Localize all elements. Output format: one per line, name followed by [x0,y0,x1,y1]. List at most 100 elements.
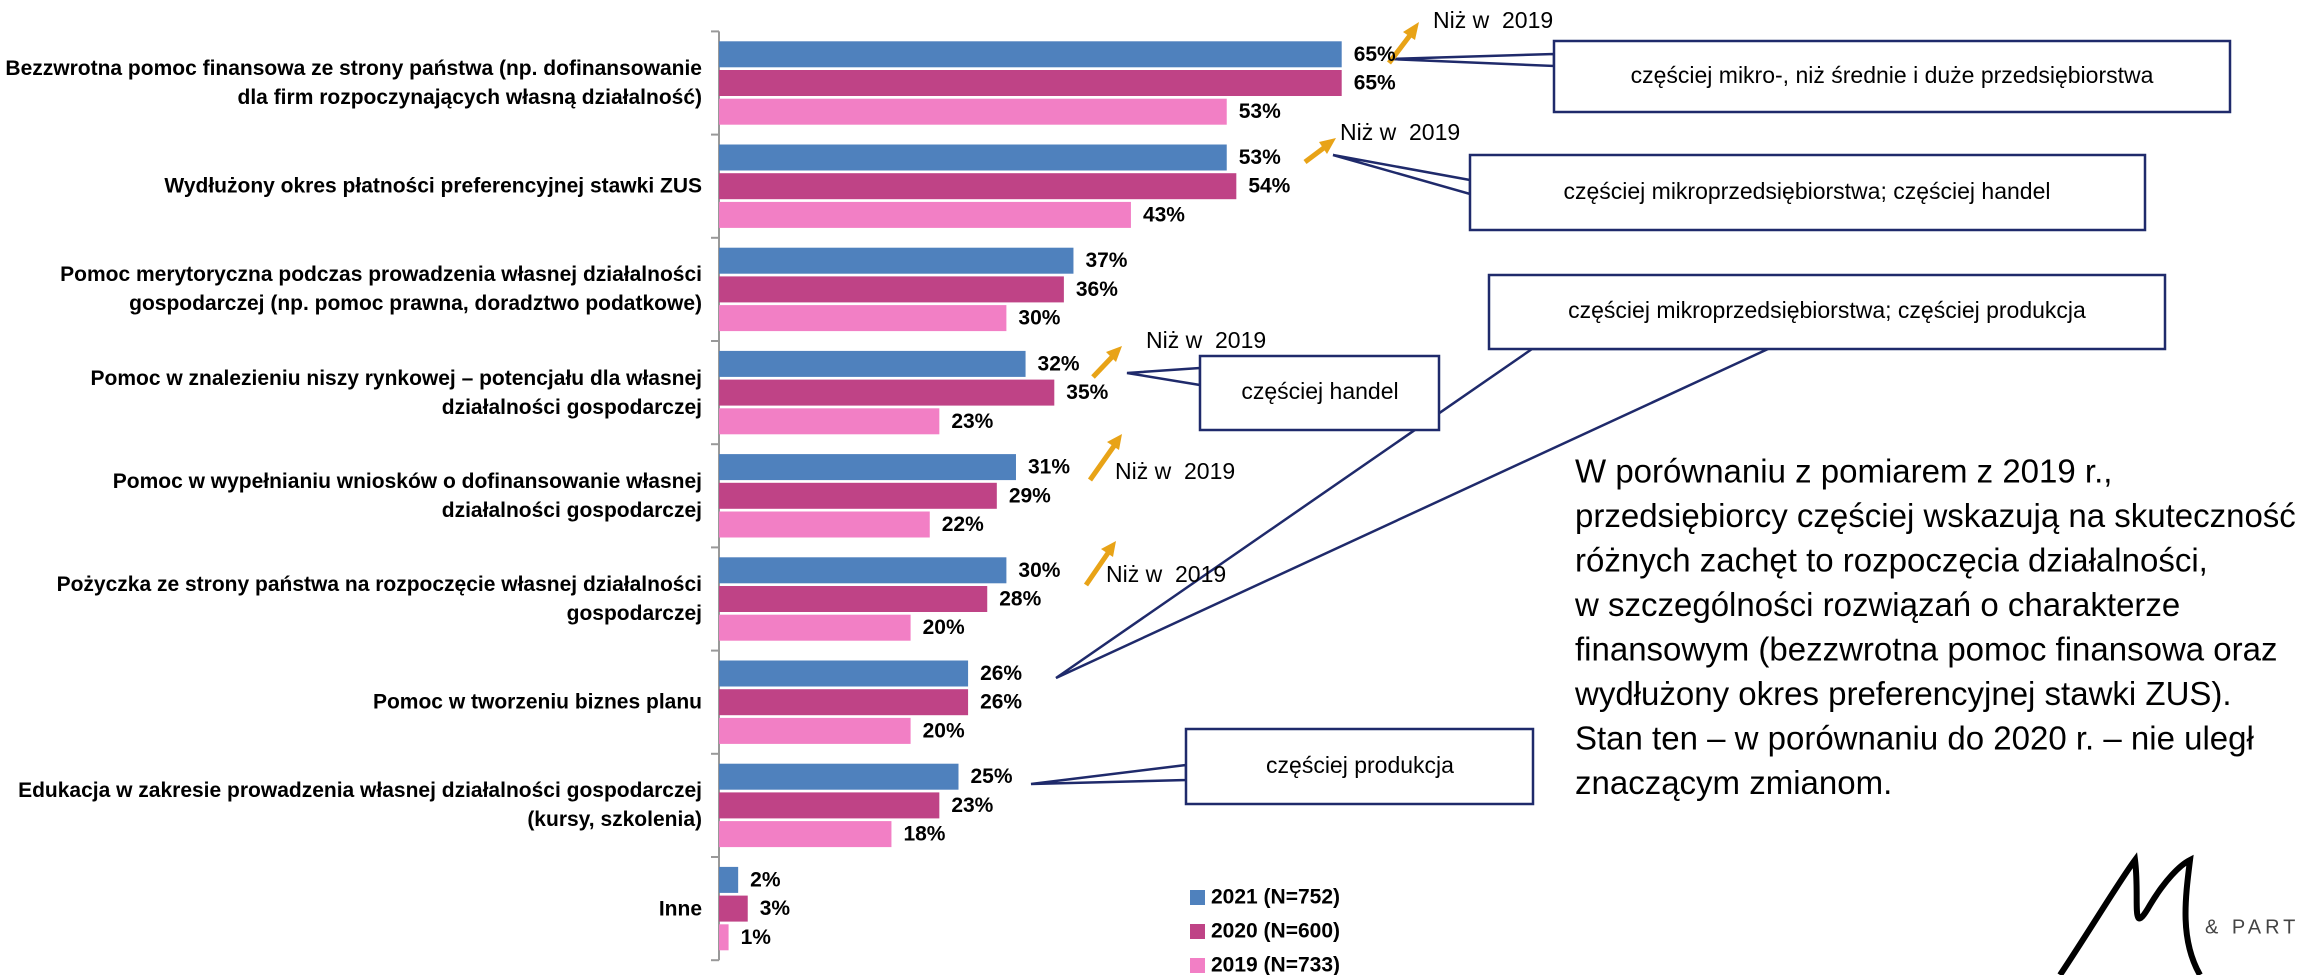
callout-box [1184,727,1535,806]
bar [719,247,1074,274]
value-label: 35% [1066,381,1108,404]
value-label: 23% [951,794,993,817]
legend-swatch [1190,958,1205,973]
bar [719,511,930,538]
callout-text: częściej produkcja [1266,752,1454,778]
trend-arrow [1087,444,1117,482]
legend-label: 2021 (N=752) [1211,886,1340,909]
category-label: Pomoc merytoryczna podczas prowadzenia w… [60,263,702,316]
value-label: 53% [1239,146,1281,169]
legend-label: 2020 (N=600) [1211,920,1340,943]
arrow-head [1101,541,1116,557]
value-label: 36% [1076,278,1118,301]
value-label: 31% [1028,456,1070,479]
value-label: 1% [741,926,772,949]
arrow-head [1107,434,1122,450]
trend-note: Niż w 2019 [1340,119,1460,145]
value-label: 22% [942,513,984,536]
bar [719,482,997,509]
callout-box [1468,153,2147,232]
callout-pointer [1388,52,1556,68]
value-label: 26% [980,662,1022,685]
value-label: 53% [1239,100,1281,123]
summary-line: znaczącym zmianom. [1575,764,1892,801]
callout-box [1487,273,2167,351]
callout-text: częściej handel [1241,378,1398,404]
value-label: 20% [923,719,965,742]
bar [719,454,1016,481]
bar [719,821,892,848]
value-label: 32% [1038,352,1080,375]
value-label: 20% [923,616,965,639]
callout-pointer [1030,763,1188,786]
arrow-head [1403,22,1419,40]
value-label: 18% [903,823,945,846]
value-label: 65% [1354,43,1396,66]
trend-note: Niż w 2019 [1433,7,1553,33]
category-label: Pomoc w znalezieniu niszy rynkowej – pot… [90,366,702,419]
bar [719,41,1342,68]
callout-pointer [1126,366,1202,387]
bar [719,717,911,744]
bar [719,408,940,435]
callout-pointer [1332,153,1472,196]
category-label: Bezzwrotna pomoc finansowa ze strony pań… [5,57,702,109]
bar [719,763,959,790]
bar [719,557,1007,584]
bar [719,689,969,716]
bar [719,924,729,951]
value-label: 37% [1085,249,1127,272]
callout-shapes [1030,39,2232,806]
bar [719,305,1007,332]
value-label: 28% [999,588,1041,611]
value-label: 25% [971,765,1013,788]
summary-line: wydłużony okres preferencyjnej stawki ZU… [1574,675,2232,712]
bar [719,586,988,612]
callout-box [1198,354,1441,432]
summary-line: finansowym (bezzwrotna pomoc finansowa o… [1575,631,2278,668]
category-label: Pożyczka ze strony państwa na rozpoczęci… [56,573,702,625]
value-label: 43% [1143,203,1185,226]
category-label: Wydłużony okres płatności preferencyjnej… [164,174,702,198]
legend-label: 2019 (N=733) [1211,954,1340,975]
bar [719,614,911,641]
value-label: 30% [1018,559,1060,582]
bar [719,895,748,922]
value-label: 30% [1018,307,1060,330]
logo-text: & PART [2205,916,2299,938]
callout-text: częściej mikroprzedsiębiorstwa; częściej… [1568,297,2086,323]
bar [719,70,1342,96]
category-label: Pomoc w wypełnianiu wniosków o dofinanso… [112,469,702,522]
summary-line: w szczególności rozwiązań o charakterze [1574,586,2180,623]
legend-swatch [1190,890,1205,905]
summary-line: przedsiębiorcy częściej wskazują na skut… [1575,497,2296,534]
summary-line: W porównaniu z pomiarem z 2019 r., [1575,453,2112,490]
value-label: 3% [760,897,791,920]
trend-arrow [1091,354,1115,379]
trend-note: Niż w 2019 [1115,458,1235,484]
bar [719,201,1131,228]
value-label: 65% [1354,72,1396,95]
category-label: Edukacja w zakresie prowadzenia własnej … [18,779,702,832]
category-label: Pomoc w tworzeniu biznes planu [372,690,702,714]
summary-line: Stan ten – w porównaniu do 2020 r. – nie… [1575,720,2254,757]
trend-arrow [1387,32,1413,65]
callout-box [1552,39,2232,114]
callout-text: częściej mikro-, niż średnie i duże prze… [1631,62,2154,88]
bar [719,98,1227,125]
trend-arrows [1083,22,1419,587]
bar [719,173,1237,200]
value-label: 29% [1009,484,1051,507]
bar [719,350,1026,377]
value-label: 54% [1248,175,1290,198]
value-label: 26% [980,691,1022,714]
value-label: 23% [951,410,993,433]
bar [719,379,1055,406]
logo-mark [2057,852,2203,975]
callout-text: częściej mikroprzedsiębiorstwa; częściej… [1563,178,2050,204]
trend-note: Niż w 2019 [1106,561,1226,587]
trend-arrow [1083,551,1111,587]
trend-note: Niż w 2019 [1146,327,1266,353]
